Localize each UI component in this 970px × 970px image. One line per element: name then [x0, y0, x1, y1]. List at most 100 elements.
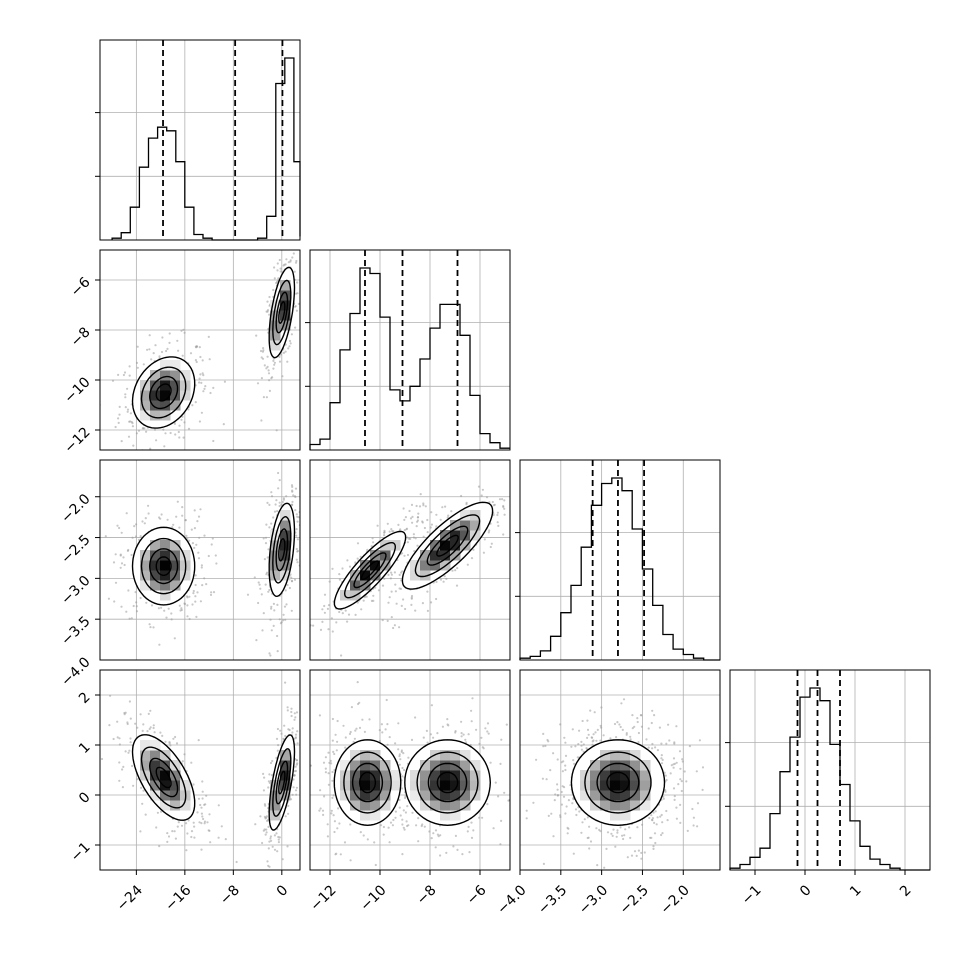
panel-p1_p3 [309, 669, 539, 871]
scatter-point [296, 730, 299, 733]
scatter-point [291, 489, 294, 492]
scatter-point [392, 530, 395, 533]
scatter-point [172, 523, 175, 526]
x-tick-label: −4.0 [494, 882, 529, 917]
scatter-point [170, 618, 173, 621]
scatter-point [586, 736, 589, 740]
scatter-point [332, 750, 335, 754]
scatter-point [263, 364, 266, 367]
scatter-point [291, 455, 293, 457]
scatter-point [414, 537, 417, 540]
scatter-point [190, 830, 194, 833]
scatter-point [537, 763, 539, 765]
scatter-point [176, 500, 179, 503]
scatter-point [133, 525, 136, 528]
scatter-point [403, 554, 406, 557]
scatter-point [199, 355, 202, 359]
panel-content [310, 460, 510, 660]
scatter-point [356, 681, 359, 684]
scatter-point [130, 420, 133, 424]
scatter-point [148, 334, 151, 337]
scatter-point [193, 825, 196, 828]
scatter-point [599, 724, 602, 727]
scatter-point [759, 809, 761, 811]
scatter-point [202, 374, 205, 377]
contour-line [436, 534, 459, 557]
scatter-point [333, 830, 336, 834]
scatter-point [541, 777, 545, 780]
scatter-point [466, 830, 469, 833]
scatter-point [664, 790, 667, 793]
scatter-point [402, 598, 405, 601]
scatter-point [318, 809, 321, 812]
scatter-point [195, 360, 198, 364]
scatter-point [408, 509, 411, 513]
scatter-point [268, 526, 271, 529]
scatter-point [287, 804, 290, 808]
density-cell [380, 760, 391, 771]
density-cell [630, 760, 641, 771]
scatter-point [600, 726, 603, 729]
scatter-point [342, 724, 345, 727]
scatter-point [406, 536, 409, 539]
scatter-point [326, 823, 329, 826]
scatter-point [144, 813, 147, 816]
scatter-point [454, 834, 457, 838]
scatter-point [145, 430, 148, 433]
scatter-point [398, 587, 401, 590]
scatter-point [582, 743, 585, 746]
contour-line [148, 375, 179, 410]
contour-line [278, 770, 286, 795]
scatter-point [162, 428, 165, 431]
scatter-point [429, 733, 432, 736]
scatter-point [290, 609, 293, 612]
scatter-point [295, 759, 299, 762]
scatter-point [270, 607, 273, 610]
scatter-point [263, 776, 266, 779]
density-cell [620, 800, 631, 811]
scatter-point [335, 621, 338, 624]
scatter-point [663, 771, 666, 774]
scatter-point [323, 795, 326, 798]
scatter-point [340, 654, 343, 657]
scatter-point [464, 738, 467, 741]
density-cell [340, 790, 351, 801]
scatter-point [664, 774, 667, 777]
density-cell [460, 750, 471, 761]
density-cell [140, 750, 151, 761]
scatter-point [207, 335, 210, 338]
scatter-point [525, 809, 528, 812]
scatter-point [654, 746, 657, 749]
scatter-point [670, 764, 673, 767]
scatter-point [273, 266, 276, 269]
scatter-point [268, 652, 271, 655]
density-cell [160, 540, 171, 551]
scatter-point [148, 623, 151, 626]
scatter-point [624, 828, 627, 831]
scatter-point [490, 542, 493, 545]
density-cell [270, 540, 281, 551]
scatter-point [161, 336, 164, 339]
scatter-point [596, 864, 599, 867]
scatter-point [388, 530, 391, 533]
scatter-point [354, 729, 357, 732]
scatter-point [322, 813, 325, 817]
scatter-point [181, 760, 184, 763]
contour-line [358, 771, 377, 794]
scatter-point [267, 372, 271, 375]
density-cell [600, 750, 611, 761]
density-cell [600, 800, 611, 811]
scatter-point [430, 601, 433, 604]
density-cell [640, 790, 651, 801]
scatter-point [141, 729, 144, 733]
scatter-point [291, 500, 294, 503]
scatter-point [284, 589, 287, 592]
scatter-point [350, 706, 353, 709]
scatter-point [294, 716, 297, 719]
contour-line [404, 739, 492, 827]
scatter-point [621, 834, 624, 837]
scatter-point [137, 429, 141, 432]
scatter-point [286, 237, 288, 239]
scatter-point [170, 612, 173, 615]
